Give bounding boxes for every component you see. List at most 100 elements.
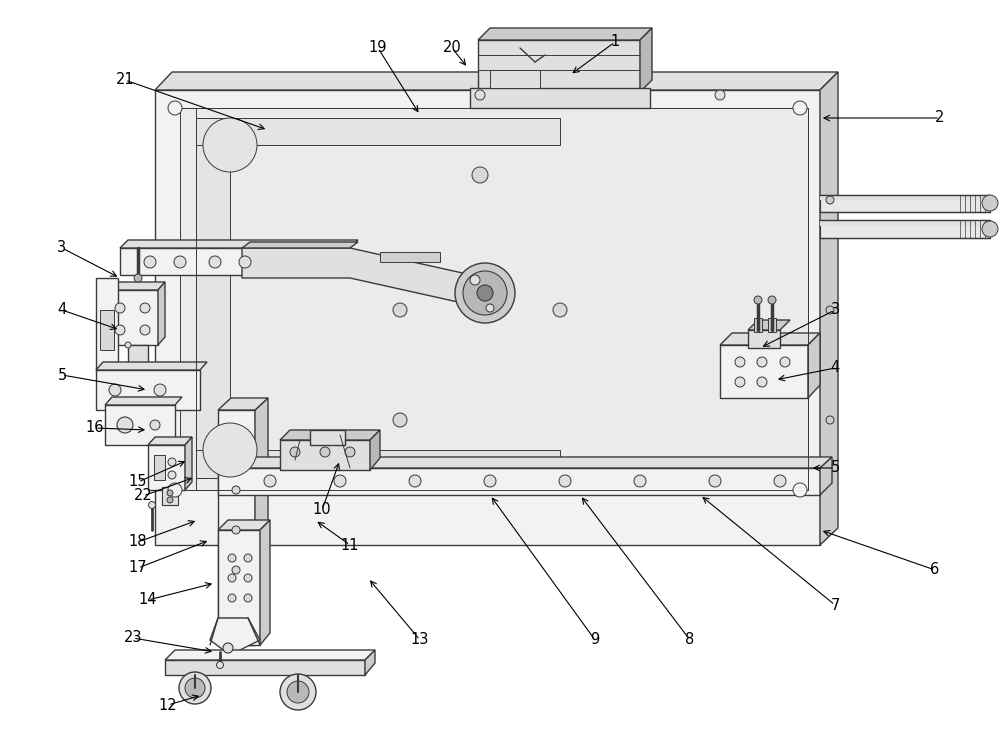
Circle shape	[244, 554, 252, 562]
Circle shape	[472, 167, 488, 183]
Circle shape	[179, 672, 211, 704]
Polygon shape	[120, 240, 358, 248]
Circle shape	[793, 483, 807, 497]
Polygon shape	[196, 118, 230, 478]
Circle shape	[134, 274, 142, 282]
Circle shape	[239, 256, 251, 268]
Circle shape	[826, 196, 834, 204]
Polygon shape	[365, 650, 375, 675]
Text: 3: 3	[830, 302, 840, 317]
Polygon shape	[478, 40, 640, 92]
Polygon shape	[218, 530, 260, 645]
Circle shape	[223, 643, 233, 653]
Text: 22: 22	[134, 489, 152, 503]
Text: 17: 17	[129, 561, 147, 576]
Circle shape	[393, 303, 407, 317]
Polygon shape	[185, 437, 192, 490]
Circle shape	[826, 416, 834, 424]
Circle shape	[167, 497, 173, 503]
Text: 23: 23	[124, 631, 142, 645]
Polygon shape	[218, 398, 268, 410]
Circle shape	[486, 304, 494, 312]
Polygon shape	[242, 248, 485, 308]
Polygon shape	[218, 618, 248, 645]
Polygon shape	[820, 195, 990, 212]
Circle shape	[345, 447, 355, 457]
Circle shape	[475, 90, 485, 100]
Circle shape	[754, 296, 762, 304]
Polygon shape	[490, 70, 540, 88]
Polygon shape	[105, 397, 182, 405]
Text: 1: 1	[610, 35, 620, 49]
Polygon shape	[720, 333, 820, 345]
Circle shape	[216, 662, 224, 668]
Polygon shape	[210, 618, 260, 655]
Polygon shape	[808, 333, 820, 398]
Circle shape	[280, 674, 316, 710]
Polygon shape	[380, 252, 440, 262]
Polygon shape	[310, 430, 345, 445]
Polygon shape	[100, 310, 114, 350]
Circle shape	[826, 306, 834, 314]
Circle shape	[780, 357, 790, 367]
Polygon shape	[105, 405, 175, 445]
Polygon shape	[820, 195, 990, 200]
Circle shape	[168, 101, 182, 115]
Polygon shape	[165, 660, 365, 675]
Circle shape	[228, 554, 236, 562]
Polygon shape	[280, 430, 380, 440]
Circle shape	[634, 475, 646, 487]
Polygon shape	[820, 220, 990, 238]
Polygon shape	[768, 318, 776, 332]
Circle shape	[757, 357, 767, 367]
Text: 16: 16	[86, 420, 104, 436]
Polygon shape	[470, 88, 650, 108]
Polygon shape	[218, 457, 832, 468]
Circle shape	[140, 325, 150, 335]
Text: 12: 12	[159, 698, 177, 712]
Polygon shape	[180, 108, 808, 490]
Polygon shape	[155, 72, 838, 90]
Text: 20: 20	[443, 40, 461, 55]
Circle shape	[463, 271, 507, 315]
Circle shape	[228, 594, 236, 602]
Text: 4: 4	[830, 361, 840, 375]
Polygon shape	[196, 118, 560, 145]
Text: 19: 19	[369, 40, 387, 55]
Circle shape	[470, 275, 480, 285]
Circle shape	[115, 325, 125, 335]
Circle shape	[484, 475, 496, 487]
Text: 11: 11	[341, 537, 359, 553]
Circle shape	[287, 681, 309, 703]
Circle shape	[125, 342, 131, 348]
Polygon shape	[820, 72, 838, 545]
Circle shape	[154, 384, 166, 396]
Circle shape	[232, 486, 240, 494]
Circle shape	[150, 420, 160, 430]
Polygon shape	[128, 345, 148, 365]
Circle shape	[768, 296, 776, 304]
Circle shape	[290, 447, 300, 457]
Polygon shape	[154, 455, 165, 480]
Polygon shape	[155, 90, 820, 545]
Polygon shape	[105, 290, 158, 345]
Polygon shape	[820, 457, 832, 495]
Polygon shape	[242, 242, 358, 248]
Text: 9: 9	[590, 632, 600, 648]
Circle shape	[167, 490, 173, 496]
Polygon shape	[148, 445, 185, 490]
Polygon shape	[754, 318, 762, 332]
Circle shape	[264, 475, 276, 487]
Text: 10: 10	[313, 503, 331, 517]
Circle shape	[203, 423, 257, 477]
Text: 13: 13	[411, 632, 429, 648]
Polygon shape	[478, 28, 652, 40]
Text: 3: 3	[57, 241, 67, 255]
Circle shape	[334, 475, 346, 487]
Text: 4: 4	[57, 302, 67, 317]
Text: 21: 21	[116, 73, 134, 88]
Circle shape	[982, 195, 998, 211]
Polygon shape	[105, 282, 165, 290]
Polygon shape	[640, 28, 652, 92]
Circle shape	[709, 475, 721, 487]
